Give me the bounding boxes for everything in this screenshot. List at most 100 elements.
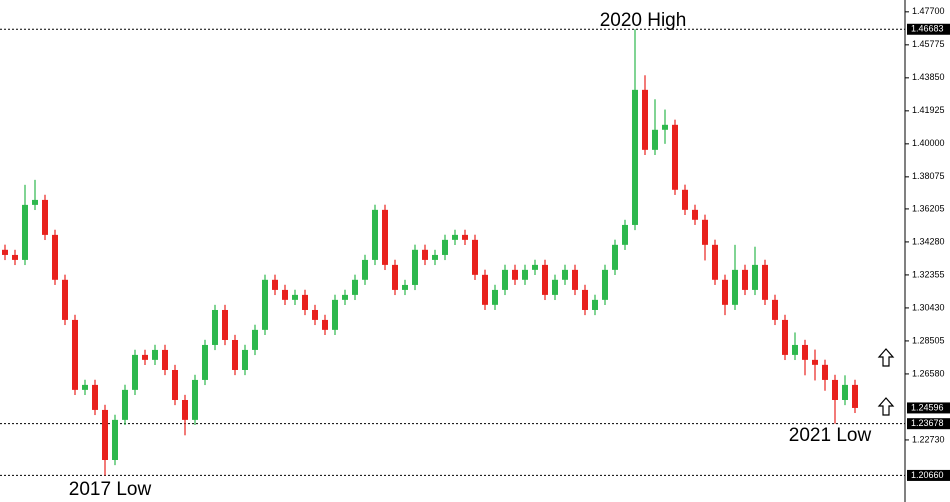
- candle-body: [612, 244, 618, 270]
- candle-body: [222, 309, 228, 340]
- candle-body: [262, 279, 268, 330]
- candle-body: [672, 124, 678, 190]
- y-tick-label: 1.40000: [912, 138, 945, 148]
- candle-body: [242, 349, 248, 370]
- candle-body: [512, 269, 518, 280]
- candle-body: [602, 269, 608, 300]
- candle-body: [772, 299, 778, 320]
- candle-body: [832, 379, 838, 400]
- candle-body: [452, 234, 458, 240]
- candle-body: [312, 309, 318, 320]
- candle-body: [202, 344, 208, 380]
- y-tick-label: 1.43850: [912, 72, 945, 82]
- candle-body: [292, 294, 298, 300]
- candle-body: [532, 264, 538, 270]
- candle-body: [102, 409, 108, 460]
- y-tick-label: 1.28505: [912, 335, 945, 345]
- level-label-box: [907, 418, 950, 430]
- candle-body: [802, 344, 808, 360]
- candle-body: [432, 254, 438, 260]
- y-tick-label: 1.45775: [912, 39, 945, 49]
- candle-body: [442, 239, 448, 255]
- y-tick-label: 1.36205: [912, 203, 945, 213]
- candle-body: [52, 234, 58, 280]
- y-tick-label: 1.30430: [912, 302, 945, 312]
- candle-body: [662, 124, 668, 130]
- candles: [2, 29, 858, 476]
- candle-body: [72, 319, 78, 390]
- y-tick-label: 1.34280: [912, 236, 945, 246]
- y-tick-label: 1.41925: [912, 105, 945, 115]
- level-label: 1.23678: [911, 418, 944, 428]
- annotation: 2021 Low: [789, 425, 872, 446]
- candle-body: [712, 244, 718, 280]
- y-tick-label: 1.38075: [912, 171, 945, 181]
- candle-body: [702, 219, 708, 245]
- candle-body: [422, 249, 428, 260]
- candle-body: [472, 239, 478, 275]
- y-tick-label: 1.26580: [912, 368, 945, 378]
- candle-body: [522, 269, 528, 280]
- candle-body: [622, 224, 628, 245]
- candle-body: [92, 384, 98, 410]
- candle-body: [692, 209, 698, 220]
- annotation: 2020 High: [600, 10, 687, 31]
- level-label: 1.24596: [911, 402, 944, 412]
- candle-body: [352, 279, 358, 295]
- candle-body: [502, 269, 508, 290]
- candle-body: [212, 309, 218, 345]
- arrow-icon: [877, 348, 895, 367]
- level-label-box: [907, 23, 950, 35]
- candle-body: [272, 279, 278, 290]
- candle-body: [372, 209, 378, 260]
- candle-body: [412, 249, 418, 285]
- candle-body: [762, 264, 768, 300]
- candle-body: [152, 349, 158, 360]
- arrow-icon: [877, 397, 895, 416]
- candle-body: [632, 89, 638, 225]
- annotation: 2017 Low: [69, 479, 152, 500]
- candle-body: [332, 299, 338, 330]
- candle-body: [62, 279, 68, 320]
- candle-body: [342, 294, 348, 300]
- candle-body: [392, 264, 398, 290]
- levels: [0, 28, 905, 476]
- candle-body: [192, 379, 198, 420]
- candle-body: [42, 199, 48, 235]
- candle-body: [782, 319, 788, 355]
- candle-body: [542, 264, 548, 295]
- candle-body: [162, 349, 168, 370]
- level-label: 1.20660: [911, 470, 944, 480]
- y-tick-label: 1.32355: [912, 269, 945, 279]
- candle-body: [302, 294, 308, 310]
- candle-body: [402, 284, 408, 290]
- candle-body: [482, 274, 488, 305]
- candle-body: [852, 384, 858, 408]
- level-label-box: [907, 402, 950, 414]
- candle-body: [22, 204, 28, 260]
- candle-body: [812, 359, 818, 365]
- candle-body: [562, 269, 568, 280]
- candle-body: [722, 279, 728, 305]
- candle-body: [822, 364, 828, 380]
- y-tick-label: 1.47700: [912, 6, 945, 16]
- candle-body: [252, 329, 258, 350]
- candle-body: [82, 384, 88, 390]
- candle-body: [462, 234, 468, 240]
- candle-body: [642, 89, 648, 150]
- candle-body: [742, 269, 748, 290]
- candle-body: [12, 254, 18, 260]
- candle-body: [282, 289, 288, 300]
- candle-body: [732, 269, 738, 305]
- candle-body: [172, 369, 178, 400]
- y-tick-label: 1.22730: [912, 434, 945, 444]
- candle-body: [752, 264, 758, 290]
- level-label-box: [907, 469, 950, 481]
- candle-body: [382, 209, 388, 265]
- candle-body: [552, 279, 558, 295]
- candle-body: [492, 289, 498, 305]
- candle-body: [112, 419, 118, 460]
- level-label: 1.46683: [911, 24, 944, 34]
- candle-body: [122, 389, 128, 420]
